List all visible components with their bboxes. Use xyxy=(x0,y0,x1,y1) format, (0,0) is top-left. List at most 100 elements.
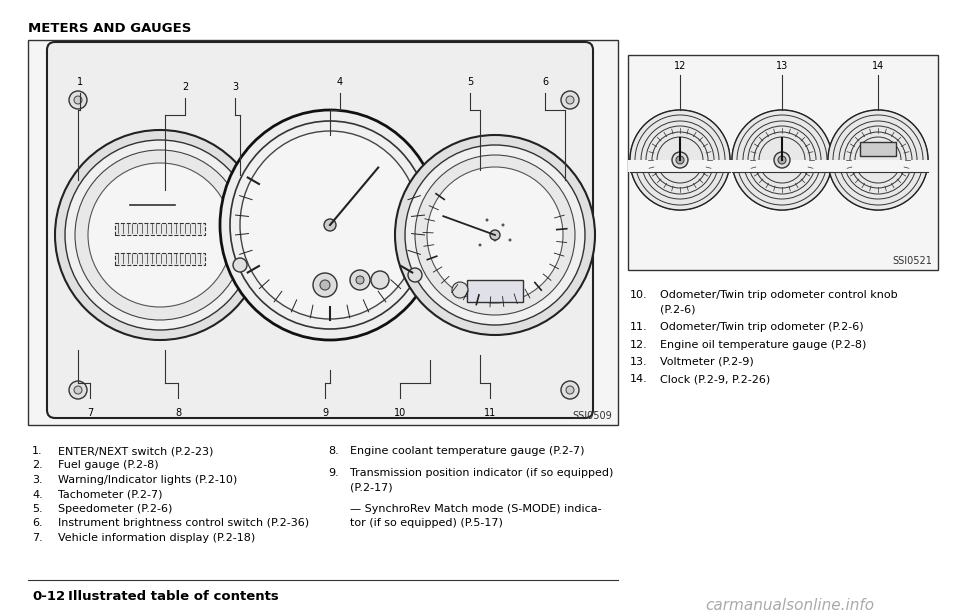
Text: 2: 2 xyxy=(181,82,188,92)
Text: Clock (P.2-9, P.2-26): Clock (P.2-9, P.2-26) xyxy=(660,375,770,384)
Text: Warning/Indicator lights (P.2-10): Warning/Indicator lights (P.2-10) xyxy=(58,475,237,485)
Text: — SynchroRev Match mode (S-MODE) indica-: — SynchroRev Match mode (S-MODE) indica- xyxy=(350,504,602,514)
Text: 13.: 13. xyxy=(630,357,648,367)
Text: METERS AND GAUGES: METERS AND GAUGES xyxy=(28,22,191,35)
Circle shape xyxy=(486,219,489,222)
Circle shape xyxy=(672,152,688,168)
Circle shape xyxy=(427,167,563,303)
Text: 5: 5 xyxy=(467,77,473,87)
Circle shape xyxy=(561,381,579,399)
Text: 1.: 1. xyxy=(32,446,42,456)
Text: 10.: 10. xyxy=(630,290,648,300)
Text: (P.2-17): (P.2-17) xyxy=(350,482,393,492)
Circle shape xyxy=(415,155,575,315)
Text: (P.2-6): (P.2-6) xyxy=(660,304,695,315)
Circle shape xyxy=(452,282,468,298)
Circle shape xyxy=(69,91,87,109)
Circle shape xyxy=(828,110,928,210)
Text: Tachometer (P.2-7): Tachometer (P.2-7) xyxy=(58,489,162,500)
Text: 5.: 5. xyxy=(32,504,42,514)
Text: 13: 13 xyxy=(776,61,788,71)
Text: 0-12: 0-12 xyxy=(32,590,65,603)
Circle shape xyxy=(509,238,512,241)
Bar xyxy=(115,253,205,265)
Text: 9: 9 xyxy=(322,408,328,418)
Circle shape xyxy=(778,156,786,164)
Ellipse shape xyxy=(240,131,420,319)
Bar xyxy=(730,160,834,172)
Circle shape xyxy=(74,96,82,104)
Bar xyxy=(628,55,938,270)
Text: 10: 10 xyxy=(394,408,406,418)
Text: 1: 1 xyxy=(77,77,84,87)
Circle shape xyxy=(371,271,389,289)
Text: Instrument brightness control switch (P.2-36): Instrument brightness control switch (P.… xyxy=(58,519,309,529)
Text: 3.: 3. xyxy=(32,475,42,485)
Text: 11.: 11. xyxy=(630,322,648,332)
Circle shape xyxy=(566,386,574,394)
Circle shape xyxy=(774,152,790,168)
Bar xyxy=(115,223,205,235)
Text: SSI0509: SSI0509 xyxy=(572,411,612,421)
Circle shape xyxy=(55,130,265,340)
Circle shape xyxy=(732,110,832,210)
Circle shape xyxy=(69,381,87,399)
Circle shape xyxy=(75,150,245,320)
Circle shape xyxy=(408,268,422,282)
Text: 4: 4 xyxy=(337,77,343,87)
Circle shape xyxy=(356,276,364,284)
Text: 7.: 7. xyxy=(32,533,43,543)
Text: 11: 11 xyxy=(484,408,496,418)
Bar xyxy=(860,142,896,156)
Text: 14: 14 xyxy=(872,61,884,71)
Text: carmanualsonline.info: carmanualsonline.info xyxy=(706,598,875,611)
Text: Fuel gauge (P.2-8): Fuel gauge (P.2-8) xyxy=(58,461,158,470)
Circle shape xyxy=(493,238,496,241)
Bar xyxy=(826,160,930,172)
Circle shape xyxy=(65,140,255,330)
Text: 3: 3 xyxy=(232,82,238,92)
Text: 8.: 8. xyxy=(328,446,339,456)
Circle shape xyxy=(74,386,82,394)
Circle shape xyxy=(88,163,232,307)
Text: 4.: 4. xyxy=(32,489,43,500)
Text: Speedometer (P.2-6): Speedometer (P.2-6) xyxy=(58,504,173,514)
Text: tor (if so equipped) (P.5-17): tor (if so equipped) (P.5-17) xyxy=(350,519,503,529)
Text: 14.: 14. xyxy=(630,375,648,384)
Circle shape xyxy=(405,145,585,325)
Bar xyxy=(467,280,523,302)
Bar xyxy=(28,40,618,425)
Circle shape xyxy=(561,91,579,109)
Text: Voltmeter (P.2-9): Voltmeter (P.2-9) xyxy=(660,357,754,367)
Bar xyxy=(628,160,732,172)
Text: Illustrated table of contents: Illustrated table of contents xyxy=(68,590,278,603)
Text: Odometer/Twin trip odometer control knob: Odometer/Twin trip odometer control knob xyxy=(660,290,898,300)
Ellipse shape xyxy=(220,110,440,340)
Circle shape xyxy=(478,244,482,246)
Circle shape xyxy=(490,230,500,240)
Text: 7: 7 xyxy=(86,408,93,418)
Circle shape xyxy=(566,96,574,104)
Text: ENTER/NEXT switch (P.2-23): ENTER/NEXT switch (P.2-23) xyxy=(58,446,213,456)
Text: Engine coolant temperature gauge (P.2-7): Engine coolant temperature gauge (P.2-7) xyxy=(350,446,585,456)
Text: Engine oil temperature gauge (P.2-8): Engine oil temperature gauge (P.2-8) xyxy=(660,340,866,349)
Text: 12.: 12. xyxy=(630,340,648,349)
Text: 6: 6 xyxy=(542,77,548,87)
Circle shape xyxy=(320,280,330,290)
Circle shape xyxy=(313,273,337,297)
Circle shape xyxy=(501,224,505,227)
Text: Transmission position indicator (if so equipped): Transmission position indicator (if so e… xyxy=(350,468,613,478)
Ellipse shape xyxy=(230,121,430,329)
Circle shape xyxy=(630,110,730,210)
Text: SSI0521: SSI0521 xyxy=(892,256,932,266)
Circle shape xyxy=(233,258,247,272)
Text: Vehicle information display (P.2-18): Vehicle information display (P.2-18) xyxy=(58,533,255,543)
Text: 2.: 2. xyxy=(32,461,43,470)
Circle shape xyxy=(324,219,336,231)
Text: Odometer/Twin trip odometer (P.2-6): Odometer/Twin trip odometer (P.2-6) xyxy=(660,322,864,332)
Text: 12: 12 xyxy=(674,61,686,71)
Text: 9.: 9. xyxy=(328,468,339,478)
Text: 6.: 6. xyxy=(32,519,42,529)
FancyBboxPatch shape xyxy=(47,42,593,418)
Circle shape xyxy=(395,135,595,335)
